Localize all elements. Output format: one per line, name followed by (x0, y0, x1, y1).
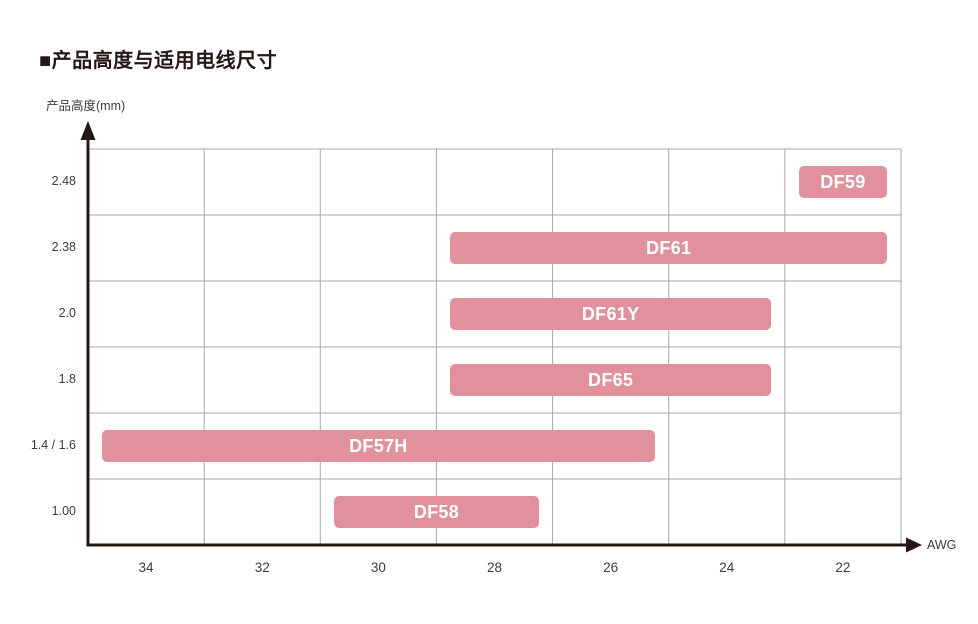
bar-DF65: DF65 (450, 364, 771, 396)
bar-label: DF58 (413, 501, 460, 522)
x-tick-label: 24 (719, 560, 735, 575)
chart-title: ■产品高度与适用电线尺寸 (39, 50, 278, 72)
y-tick-label: 2.48 (51, 174, 76, 188)
y-tick-label: 1.8 (58, 372, 76, 386)
x-tick-label: 30 (370, 560, 386, 575)
x-tick-label: 34 (138, 560, 154, 575)
bar-DF61Y: DF61Y (450, 298, 771, 330)
bar-DF61: DF61 (450, 232, 887, 264)
x-axis-unit-label: AWG (927, 538, 957, 552)
y-axis-label: 产品高度(mm) (46, 99, 126, 113)
y-tick-label: 1.00 (51, 504, 76, 518)
bar-label: DF61Y (581, 303, 640, 324)
bar-label: DF57H (349, 435, 408, 456)
bar-DF57H: DF57H (102, 430, 655, 462)
bar-label: DF61 (646, 237, 692, 258)
y-tick-label: 2.0 (58, 306, 76, 320)
bar-DF58: DF58 (334, 496, 539, 528)
bar-label: DF65 (588, 369, 634, 390)
x-tick-label: 32 (254, 560, 270, 575)
y-tick-label: 2.38 (51, 240, 76, 254)
x-tick-label: 22 (835, 560, 851, 575)
bar-DF59: DF59 (798, 166, 887, 198)
x-tick-label: 28 (486, 560, 503, 575)
x-tick-label: 26 (603, 560, 619, 575)
bar-label: DF59 (820, 171, 866, 192)
y-tick-label: 1.4 / 1.6 (30, 438, 76, 452)
